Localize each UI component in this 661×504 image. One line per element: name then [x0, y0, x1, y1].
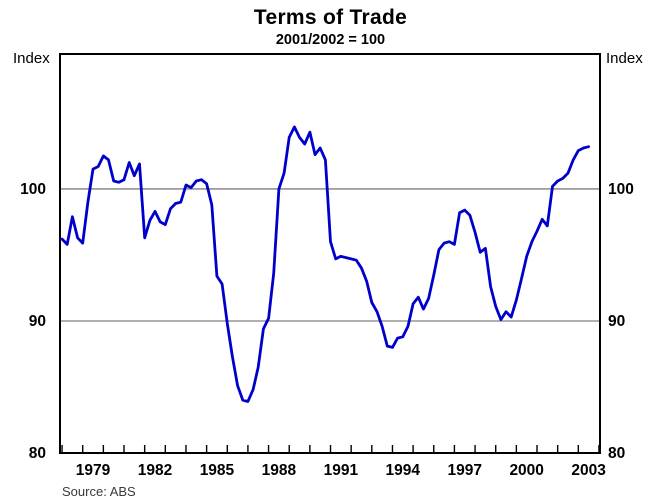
y-tick-label-left-80: 80: [29, 445, 46, 462]
y-tick-label-right-100: 100: [608, 181, 634, 198]
chart-title: Terms of Trade: [253, 6, 408, 29]
y-axis-unit-label-right: Index: [606, 50, 643, 67]
x-tick-label-1997: 1997: [447, 462, 481, 479]
x-tick-label-2003: 2003: [571, 462, 606, 479]
y-tick-label-right-90: 90: [608, 313, 625, 330]
x-tick-label-1982: 1982: [138, 462, 172, 479]
y-tick-label-right-80: 80: [608, 445, 625, 462]
chart-subtitle: 2001/2002 = 100: [275, 32, 386, 48]
x-tick-label-1994: 1994: [386, 462, 421, 479]
y-tick-label-left-100: 100: [20, 181, 46, 198]
x-tick-label-2000: 2000: [509, 462, 543, 479]
plot-frame: [59, 53, 601, 454]
x-tick-label-1979: 1979: [76, 462, 111, 479]
x-tick-label-1991: 1991: [324, 462, 359, 479]
y-tick-label-left-90: 90: [29, 313, 46, 330]
y-axis-unit-label-left: Index: [13, 50, 50, 67]
x-tick-label-1985: 1985: [200, 462, 235, 479]
terms-of-trade-series-line: [60, 125, 590, 403]
x-tick-label-1988: 1988: [262, 462, 297, 479]
source-note: Source: ABS: [62, 484, 136, 499]
